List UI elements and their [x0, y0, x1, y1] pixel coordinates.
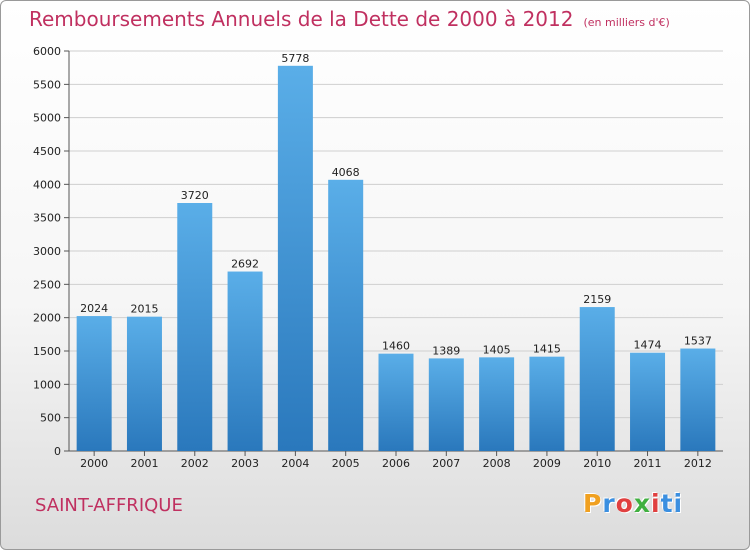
bar — [529, 356, 565, 451]
logo-letter: i — [673, 489, 684, 518]
x-tick-label: 2008 — [483, 457, 511, 470]
value-label: 1474 — [634, 339, 662, 352]
y-tick-label: 500 — [40, 412, 61, 425]
y-tick-label: 3500 — [33, 212, 61, 225]
city-name: SAINT-AFFRIQUE — [35, 495, 183, 516]
bar — [227, 271, 263, 451]
value-labels: 2024 2015 3720 2692 5778 4068 1460 1389 1405 1415… — [80, 52, 712, 358]
x-tick-label: 2003 — [231, 457, 259, 470]
chart-title: Remboursements Annuels de la Dette de 20… — [29, 7, 670, 31]
y-tick-label: 4500 — [33, 145, 61, 158]
logo-letter: P — [583, 489, 603, 518]
bars — [76, 65, 716, 452]
bar — [479, 357, 515, 451]
bar — [378, 353, 414, 451]
x-tick-label: 2001 — [130, 457, 158, 470]
bar — [680, 348, 716, 451]
x-tick-label: 2006 — [382, 457, 410, 470]
y-tick-label: 2000 — [33, 312, 61, 325]
value-label: 2692 — [231, 258, 259, 271]
y-tick-label: 1000 — [33, 378, 61, 391]
value-label: 2159 — [583, 293, 611, 306]
x-tick-label: 2004 — [281, 457, 309, 470]
y-tick-label: 3000 — [33, 245, 61, 258]
logo-letter: t — [660, 489, 674, 518]
bar — [177, 203, 213, 451]
proxiti-logo: Proxiti — [583, 489, 683, 518]
value-label: 2015 — [130, 303, 158, 316]
bar — [126, 316, 162, 451]
x-tick-label: 2005 — [332, 457, 360, 470]
chart-subtitle: (en milliers d'€) — [583, 16, 670, 29]
value-label: 1405 — [483, 343, 511, 356]
bar — [328, 179, 364, 452]
value-label: 1460 — [382, 340, 410, 353]
x-tick-label: 2000 — [80, 457, 108, 470]
x-tick-label: 2009 — [533, 457, 561, 470]
bar — [428, 358, 464, 451]
value-label: 2024 — [80, 302, 108, 315]
y-tick-label: 1500 — [33, 345, 61, 358]
logo-letter: x — [633, 489, 651, 518]
x-tick-label: 2002 — [181, 457, 209, 470]
title-text: Remboursements Annuels de la Dette de 20… — [29, 7, 574, 31]
value-label: 1389 — [432, 344, 460, 357]
x-tick-label: 2011 — [634, 457, 662, 470]
logo-letter: i — [651, 489, 661, 518]
x-tick-label: 2010 — [583, 457, 611, 470]
logo-letter: o — [615, 489, 634, 518]
y-tick-label: 0 — [54, 445, 61, 458]
x-tick-labels: 2000 2001 2002 2003 2004 2005 2006 2007 2008 2009… — [80, 457, 712, 470]
bar — [630, 352, 666, 451]
x-tick-label: 2007 — [432, 457, 460, 470]
bar — [579, 307, 615, 451]
y-tick-label: 4000 — [33, 178, 61, 191]
value-label: 4068 — [332, 166, 360, 179]
value-label: 3720 — [181, 189, 209, 202]
y-tick-label: 5500 — [33, 78, 61, 91]
bar — [277, 65, 313, 452]
value-label: 1537 — [684, 335, 712, 348]
bar — [76, 316, 112, 451]
value-label: 1415 — [533, 343, 561, 356]
x-tick-label: 2012 — [684, 457, 712, 470]
logo-letter: r — [602, 489, 616, 518]
value-label: 5778 — [281, 52, 309, 65]
y-tick-label: 2500 — [33, 278, 61, 291]
y-tick-label: 5000 — [33, 112, 61, 125]
y-tick-labels: 0 500 1000 1500 2000 2500 3000 3500 4000 4500 5000… — [33, 45, 61, 458]
y-tick-label: 6000 — [33, 45, 61, 58]
